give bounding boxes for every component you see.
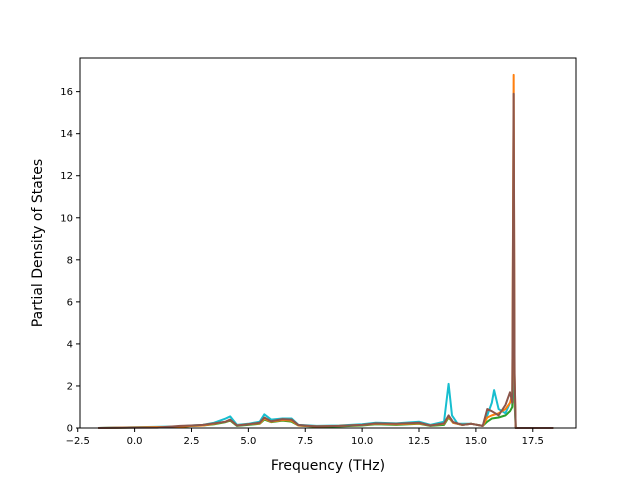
y-tick-label: 16: [60, 87, 73, 98]
y-tick-label: 2: [67, 381, 73, 392]
x-tick-label: 2.5: [184, 436, 200, 447]
series-line-2: [98, 237, 554, 429]
plot-frame: [79, 57, 577, 429]
x-tick-label: −2.5: [66, 436, 90, 447]
x-tick-label: 7.5: [297, 436, 313, 447]
series-line-4: [98, 92, 554, 429]
series-layer: [98, 73, 554, 429]
y-axis-label: Partial Density of States: [30, 159, 46, 327]
x-tick-label: 15.0: [465, 436, 487, 447]
x-tick-label: 0.0: [127, 436, 143, 447]
y-tick-label: 12: [60, 171, 73, 182]
x-tick-label: 17.5: [522, 436, 544, 447]
y-tick-label: 6: [67, 297, 73, 308]
y-tick-label: 10: [60, 213, 73, 224]
x-tick-label: 5.0: [240, 436, 256, 447]
y-tick-label: 0: [67, 424, 73, 435]
y-tick-label: 8: [67, 255, 73, 266]
y-axis: 0 2 4 6 8 10 12 14 16: [60, 87, 80, 435]
x-tick-label: 12.5: [408, 436, 430, 447]
y-tick-label: 4: [67, 339, 73, 350]
y-tick-label: 14: [60, 129, 73, 140]
x-axis-label: Frequency (THz): [271, 458, 385, 474]
x-axis: −2.5 0.0 2.5 5.0 7.5 10.0 12.5 15.0 17.5: [66, 428, 544, 447]
series-line-1: [98, 269, 554, 429]
series-line-3: [98, 73, 554, 429]
x-tick-label: 10.0: [351, 436, 373, 447]
